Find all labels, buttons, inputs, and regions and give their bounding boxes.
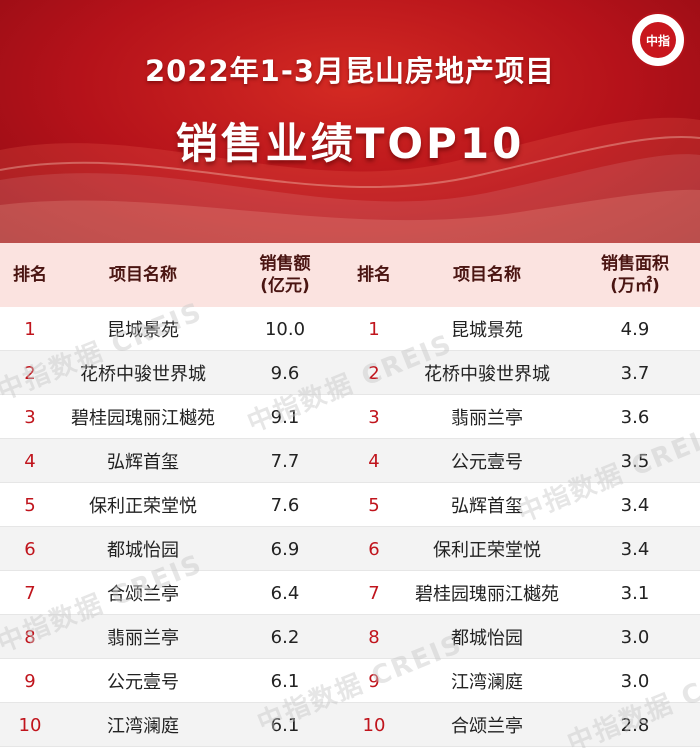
rank-right: 1: [368, 318, 380, 340]
table-row: 2 花桥中骏世界城 9.6 2 花桥中骏世界城 3.7: [0, 351, 700, 395]
china-index-academy-logo: 中指: [630, 12, 686, 68]
sales-amount: 6.1: [270, 670, 300, 692]
table-row: 6 都城怡园 6.9 6 保利正荣堂悦 3.4: [0, 527, 700, 571]
row-divider: [0, 482, 700, 483]
rank-right: 6: [368, 538, 380, 560]
rank-left: 6: [24, 538, 36, 560]
table-row: 10 江湾澜庭 6.1 10 合颂兰亭 2.8: [0, 703, 700, 747]
sales-area: 3.6: [620, 406, 650, 428]
sales-amount: 6.1: [270, 714, 300, 736]
sales-amount: 10.0: [264, 318, 306, 340]
project-name-left: 翡丽兰亭: [107, 628, 179, 649]
title-line-1: 2022年1-3月昆山房地产项目: [144, 54, 556, 88]
project-name-right: 翡丽兰亭: [451, 408, 523, 429]
table-row: 4 弘辉首玺 7.7 4 公元壹号 3.5: [0, 439, 700, 483]
row-divider: [0, 658, 700, 659]
sales-area: 3.4: [620, 494, 650, 516]
row-divider: [0, 350, 700, 351]
row-divider: [0, 438, 700, 439]
project-name-right: 花桥中骏世界城: [424, 364, 550, 385]
rank-right: 10: [362, 714, 386, 736]
sales-amount: 6.9: [270, 538, 300, 560]
project-name-left: 弘辉首玺: [107, 452, 179, 473]
sales-area: 3.1: [620, 582, 650, 604]
project-name-right: 昆城景苑: [451, 320, 523, 341]
rank-left: 3: [24, 406, 36, 428]
row-divider: [0, 570, 700, 571]
project-name-left: 江湾澜庭: [107, 716, 179, 737]
table-row: 8 翡丽兰亭 6.2 8 都城怡园 3.0: [0, 615, 700, 659]
logo-mark: 中指: [640, 22, 676, 58]
rank-left: 5: [24, 494, 36, 516]
project-name-left: 合颂兰亭: [107, 584, 179, 605]
rank-left: 7: [24, 582, 36, 604]
project-name-left: 昆城景苑: [107, 320, 179, 341]
rank-right: 2: [368, 362, 380, 384]
project-name-left: 保利正荣堂悦: [89, 496, 197, 517]
table-row: 7 合颂兰亭 6.4 7 碧桂园瑰丽江樾苑 3.1: [0, 571, 700, 615]
project-name-left: 公元壹号: [107, 672, 179, 693]
rank-right: 5: [368, 494, 380, 516]
project-name-right: 合颂兰亭: [451, 716, 523, 737]
project-name-left: 都城怡园: [107, 540, 179, 561]
project-name-right: 都城怡园: [451, 628, 523, 649]
rank-left: 2: [24, 362, 36, 384]
rank-right: 3: [368, 406, 380, 428]
sales-area: 3.0: [620, 670, 650, 692]
rank-right: 8: [368, 626, 380, 648]
sales-amount: 9.6: [270, 362, 300, 384]
row-divider: [0, 526, 700, 527]
header-value-right-line2: (万㎡): [610, 276, 660, 296]
sales-area: 2.8: [620, 714, 650, 736]
header-value-right: 销售面积 (万㎡): [570, 243, 700, 307]
sales-area: 4.9: [620, 318, 650, 340]
project-name-right: 江湾澜庭: [451, 672, 523, 693]
ranking-table: 排名 项目名称 销售额 (亿元) 排名 项目名称 销售面积 (万㎡) 1 昆城景苑…: [0, 243, 700, 748]
sales-area: 3.4: [620, 538, 650, 560]
header-value-left-line1: 销售额: [259, 254, 311, 274]
header-rank-left: 排名: [13, 265, 47, 285]
rank-right: 7: [368, 582, 380, 604]
project-name-right: 弘辉首玺: [451, 496, 523, 517]
banner-wave-decoration: [0, 117, 700, 243]
rank-left: 10: [18, 714, 42, 736]
project-name-right: 保利正荣堂悦: [433, 540, 541, 561]
sales-amount: 6.4: [270, 582, 300, 604]
table-header: 排名 项目名称 销售额 (亿元) 排名 项目名称 销售面积 (万㎡): [0, 243, 700, 307]
header-value-left-line2: (亿元): [260, 276, 310, 296]
project-name-right: 碧桂园瑰丽江樾苑: [415, 584, 559, 605]
row-divider: [0, 746, 700, 747]
header-value-right-line1: 销售面积: [601, 254, 669, 274]
sales-area: 3.0: [620, 626, 650, 648]
row-divider: [0, 614, 700, 615]
rank-left: 1: [24, 318, 36, 340]
sales-amount: 9.1: [270, 406, 300, 428]
sales-area: 3.5: [620, 450, 650, 472]
rank-left: 4: [24, 450, 36, 472]
row-divider: [0, 394, 700, 395]
project-name-left: 花桥中骏世界城: [80, 364, 206, 385]
sales-amount: 7.6: [270, 494, 300, 516]
title-banner: 2022年1-3月昆山房地产项目 销售业绩TOP10 中指: [0, 0, 700, 243]
sales-amount: 7.7: [270, 450, 300, 472]
sales-amount: 6.2: [270, 626, 300, 648]
project-name-left: 碧桂园瑰丽江樾苑: [71, 408, 215, 429]
rank-right: 9: [368, 670, 380, 692]
rank-left: 8: [24, 626, 36, 648]
row-divider: [0, 702, 700, 703]
table-row: 9 公元壹号 6.1 9 江湾澜庭 3.0: [0, 659, 700, 703]
header-value-left: 销售额 (亿元): [226, 243, 344, 307]
rank-right: 4: [368, 450, 380, 472]
table-row: 3 碧桂园瑰丽江樾苑 9.1 3 翡丽兰亭 3.6: [0, 395, 700, 439]
header-name-left: 项目名称: [109, 265, 177, 285]
header-name-right: 项目名称: [453, 265, 521, 285]
project-name-right: 公元壹号: [451, 452, 523, 473]
title-line-2: 销售业绩TOP10: [175, 119, 525, 168]
table-row: 5 保利正荣堂悦 7.6 5 弘辉首玺 3.4: [0, 483, 700, 527]
header-rank-right: 排名: [357, 265, 391, 285]
sales-area: 3.7: [620, 362, 650, 384]
rank-left: 9: [24, 670, 36, 692]
table-row: 1 昆城景苑 10.0 1 昆城景苑 4.9: [0, 307, 700, 351]
